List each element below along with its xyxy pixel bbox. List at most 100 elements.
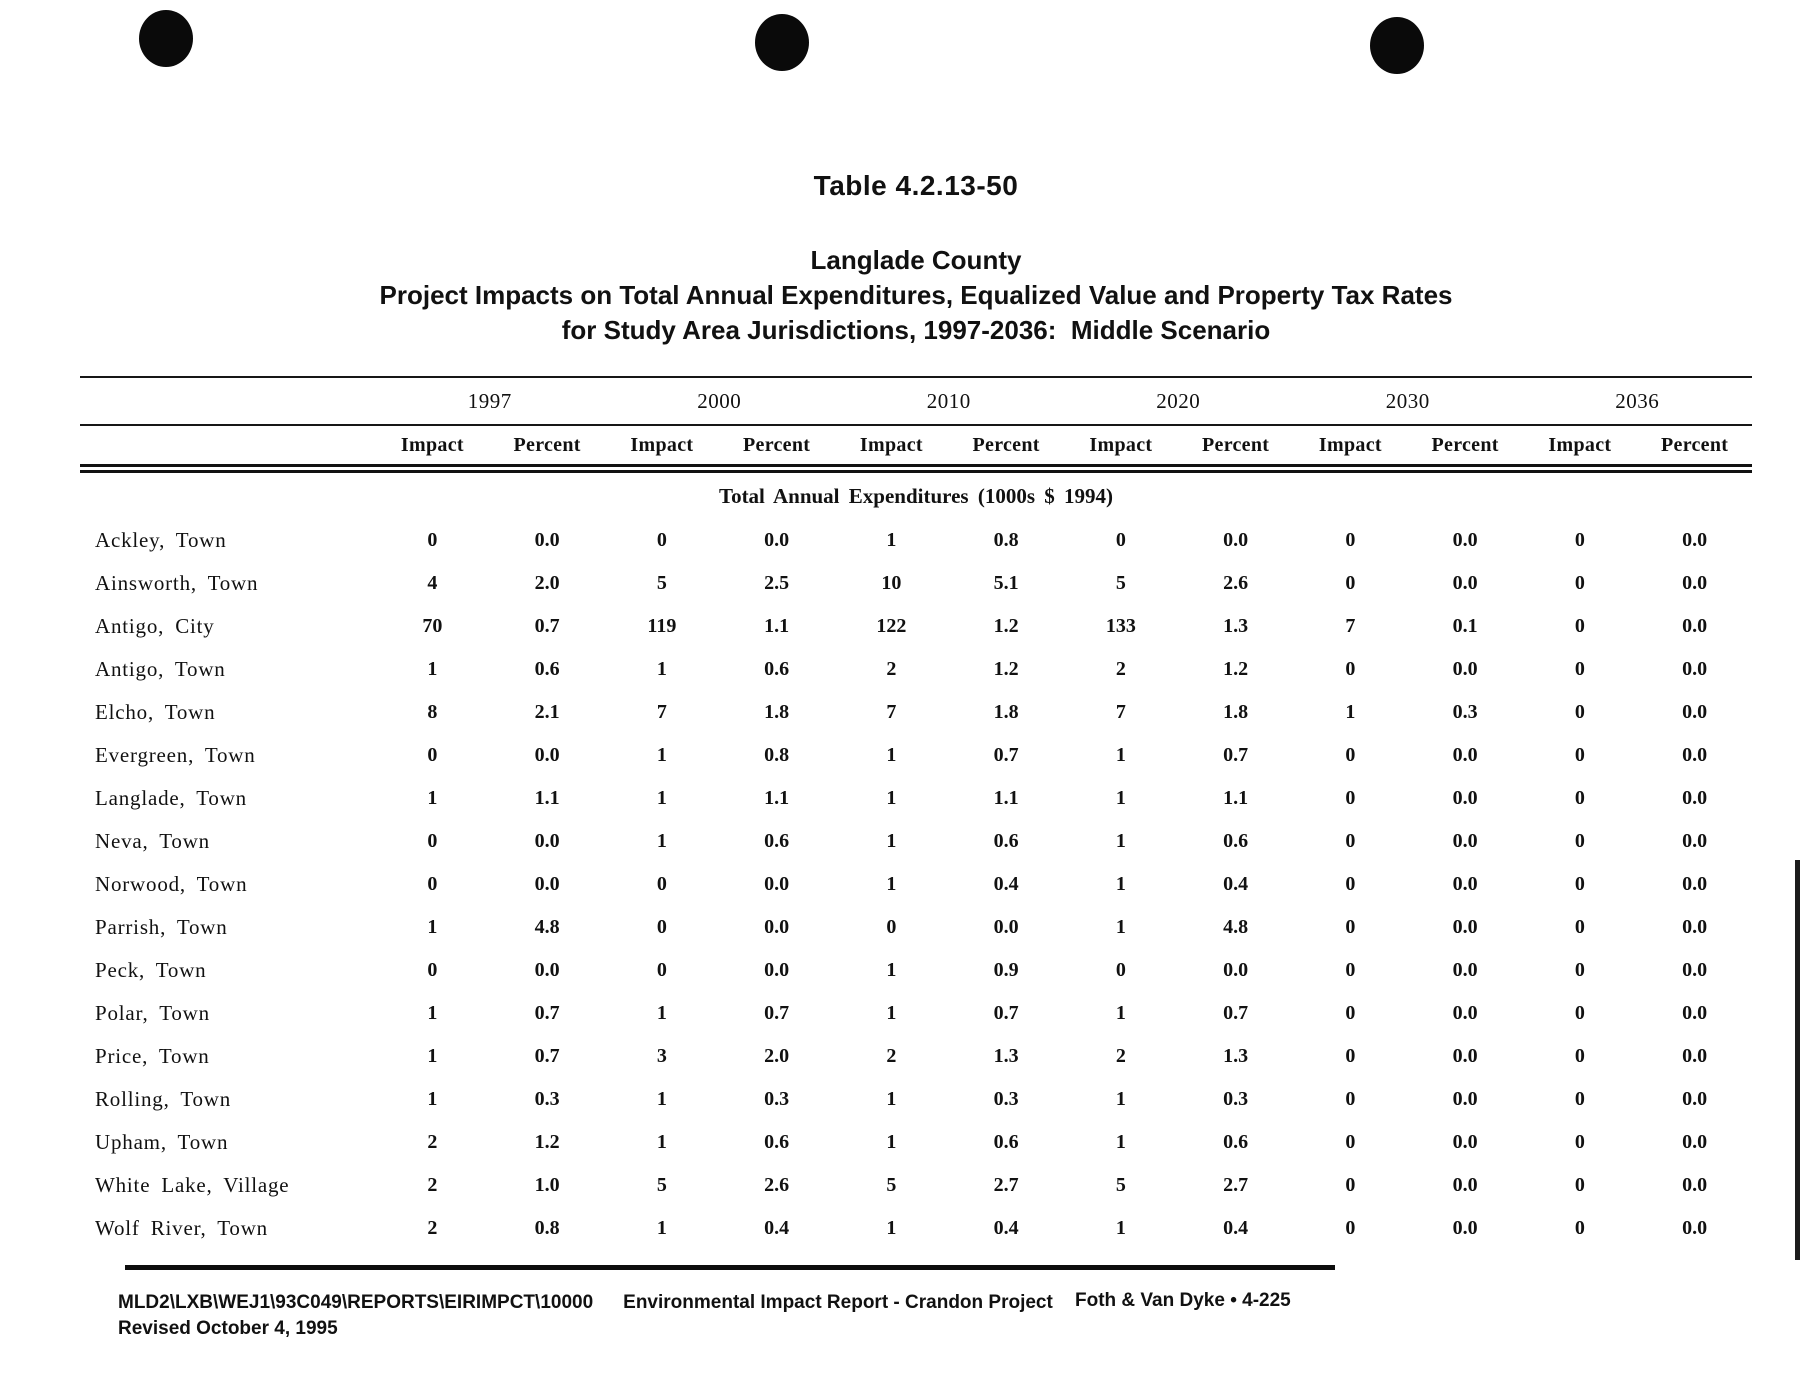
value-cell: 0.0 (1682, 615, 1708, 637)
value-cell: 0.0 (1682, 572, 1708, 594)
value-cell: 0.6 (764, 658, 790, 680)
jurisdiction-label: Polar, Town (95, 1001, 210, 1025)
value-cell: 7 (1115, 701, 1126, 723)
value-cell: 0.7 (993, 1002, 1019, 1024)
value-cell: 1.0 (534, 1174, 560, 1196)
value-cell: 0 (1574, 572, 1585, 594)
title-county: Langlade County (810, 245, 1022, 275)
value-cell: 0.0 (1682, 787, 1708, 809)
value-cell: 0.6 (534, 658, 560, 680)
value-cell: 0.0 (534, 744, 560, 766)
value-cell: 0.0 (1682, 1174, 1708, 1196)
value-cell: 0 (427, 959, 438, 981)
value-cell: 0 (1345, 1217, 1356, 1239)
value-cell: 0.0 (1452, 1002, 1478, 1024)
value-cell: 1 (656, 787, 667, 809)
value-cell: 0.3 (764, 1088, 790, 1110)
jurisdiction-label: Elcho, Town (95, 700, 216, 724)
value-cell: 0.4 (993, 873, 1019, 895)
value-cell: 8 (427, 701, 438, 723)
value-cell: 2 (886, 1045, 897, 1067)
value-cell: 1 (886, 744, 897, 766)
jurisdiction-label: Antigo, City (95, 614, 215, 638)
value-cell: 1 (1115, 916, 1126, 938)
table-row: Upham, Town 2 1.2 1 0.6 1 0.6 1 0.6 0 0.0 0 0.0 (80, 1121, 1752, 1164)
value-cell: 0.0 (1452, 959, 1478, 981)
value-cell: 0 (1345, 830, 1356, 852)
value-cell: 0.7 (534, 1002, 560, 1024)
value-cell: 0.0 (764, 959, 790, 981)
value-cell: 1 (427, 1088, 438, 1110)
value-cell: 133 (1105, 615, 1136, 637)
value-cell: 2.6 (764, 1174, 790, 1196)
value-cell: 0.6 (764, 830, 790, 852)
value-cell: 0 (1574, 830, 1585, 852)
value-cell: 0 (886, 916, 897, 938)
value-cell: 0.7 (1223, 744, 1249, 766)
value-cell: 0.0 (1682, 658, 1708, 680)
year-header-2010: 2010 (926, 388, 971, 413)
value-cell: 0.0 (1682, 873, 1708, 895)
value-cell: 5 (886, 1174, 897, 1196)
value-cell: 0.0 (534, 830, 560, 852)
year-header-row: 1997 2000 2010 2020 2030 2036 (80, 378, 1752, 424)
section-header: Total Annual Expenditures (1000s $ 1994) (718, 483, 1113, 508)
value-cell: 0 (427, 529, 438, 551)
jurisdiction-label: White Lake, Village (95, 1173, 290, 1197)
value-cell: 1 (427, 658, 438, 680)
table-row: Norwood, Town 0 0.0 0 0.0 1 0.4 1 0.4 0 0.0 0 0.0 (80, 863, 1752, 906)
value-cell: 0.0 (534, 873, 560, 895)
value-cell: 1.1 (764, 787, 790, 809)
value-cell: 1.2 (993, 658, 1019, 680)
value-cell: 0 (1345, 959, 1356, 981)
table-row: Ainsworth, Town 4 2.0 5 2.5 10 5.1 5 2.6 0 0.0 0 0.0 (80, 562, 1752, 605)
value-cell: 1 (427, 1002, 438, 1024)
value-cell: 10 (881, 572, 902, 594)
footer-file-path: MLD2\LXB\WEJ1\93C049\REPORTS\EIRIMPCT\10… (118, 1292, 594, 1313)
value-cell: 2 (427, 1217, 438, 1239)
value-cell: 0 (1574, 1088, 1585, 1110)
value-cell: 0 (1574, 615, 1585, 637)
value-cell: 1.8 (764, 701, 790, 723)
data-table: 1997 2000 2010 2020 2030 2036 Impact Percent Im… (80, 376, 1752, 1250)
value-cell: 0.1 (1452, 615, 1478, 637)
col-header-percent-2020: Percent (1202, 433, 1270, 456)
jurisdiction-label: Rolling, Town (95, 1087, 232, 1111)
value-cell: 0 (1345, 916, 1356, 938)
col-header-impact-2000: Impact (630, 433, 694, 456)
value-cell: 1.3 (993, 1045, 1019, 1067)
value-cell: 0 (1574, 701, 1585, 723)
value-cell: 0.0 (993, 916, 1019, 938)
value-cell: 0.0 (1223, 959, 1249, 981)
value-cell: 0.8 (993, 529, 1019, 551)
value-cell: 0.0 (1452, 744, 1478, 766)
value-cell: 1.3 (1223, 615, 1249, 637)
value-cell: 0.0 (1682, 1002, 1708, 1024)
table-row: Langlade, Town 1 1.1 1 1.1 1 1.1 1 1.1 0 0.0 0 0.0 (80, 777, 1752, 820)
value-cell: 0 (1574, 959, 1585, 981)
value-cell: 1 (656, 744, 667, 766)
value-cell: 4.8 (534, 916, 560, 938)
table-row: Peck, Town 0 0.0 0 0.0 1 0.9 0 0.0 0 0.0 0 0.0 (80, 949, 1752, 992)
value-cell: 0.0 (764, 873, 790, 895)
value-cell: 0 (1345, 873, 1356, 895)
scan-edge-artifact (1795, 860, 1800, 1260)
value-cell: 7 (1345, 615, 1356, 637)
year-header-1997: 1997 (467, 388, 512, 413)
value-cell: 0.8 (534, 1217, 560, 1239)
table-number: Table 4.2.13-50 (813, 170, 1019, 201)
value-cell: 3 (656, 1045, 667, 1067)
value-cell: 0 (1345, 1002, 1356, 1024)
table-row: Parrish, Town 1 4.8 0 0.0 0 0.0 1 4.8 0 0.0 0 0.0 (80, 906, 1752, 949)
value-cell: 1.2 (534, 1131, 560, 1153)
value-cell: 0.7 (993, 744, 1019, 766)
value-cell: 1 (1115, 1088, 1126, 1110)
jurisdiction-label: Upham, Town (95, 1130, 229, 1154)
value-cell: 0.3 (1223, 1088, 1249, 1110)
value-cell: 1 (1345, 701, 1356, 723)
value-cell: 0.7 (534, 615, 560, 637)
value-cell: 0 (427, 830, 438, 852)
value-cell: 0.6 (764, 1131, 790, 1153)
value-cell: 0.6 (993, 830, 1019, 852)
value-cell: 0 (1574, 529, 1585, 551)
